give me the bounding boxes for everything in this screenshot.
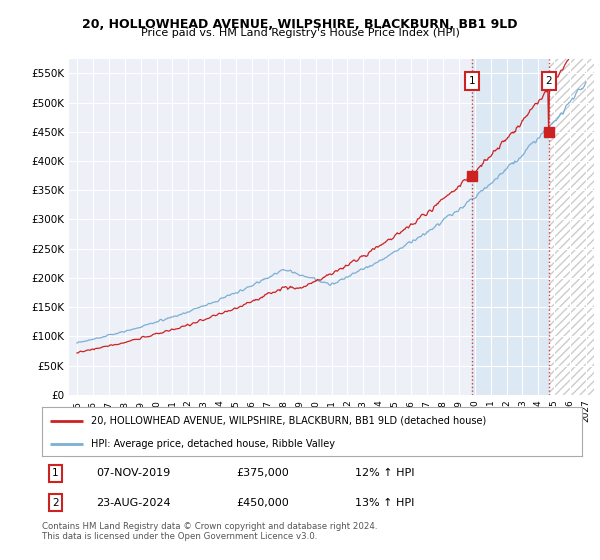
- Text: 13% ↑ HPI: 13% ↑ HPI: [355, 498, 415, 508]
- Text: 1: 1: [52, 468, 59, 478]
- Text: 20, HOLLOWHEAD AVENUE, WILPSHIRE, BLACKBURN, BB1 9LD: 20, HOLLOWHEAD AVENUE, WILPSHIRE, BLACKB…: [82, 18, 518, 31]
- Text: 23-AUG-2024: 23-AUG-2024: [96, 498, 170, 508]
- Text: 2: 2: [52, 498, 59, 508]
- Text: Price paid vs. HM Land Registry's House Price Index (HPI): Price paid vs. HM Land Registry's House …: [140, 28, 460, 38]
- Bar: [472, 59, 548, 395]
- Text: Contains HM Land Registry data © Crown copyright and database right 2024.
This d: Contains HM Land Registry data © Crown c…: [42, 522, 377, 542]
- Text: 20, HOLLOWHEAD AVENUE, WILPSHIRE, BLACKBURN, BB1 9LD (detached house): 20, HOLLOWHEAD AVENUE, WILPSHIRE, BLACKB…: [91, 416, 486, 426]
- Bar: [548, 59, 594, 395]
- Text: HPI: Average price, detached house, Ribble Valley: HPI: Average price, detached house, Ribb…: [91, 439, 335, 449]
- Text: 07-NOV-2019: 07-NOV-2019: [96, 468, 170, 478]
- Text: 1: 1: [469, 76, 476, 86]
- Text: £450,000: £450,000: [236, 498, 289, 508]
- Text: 2: 2: [545, 76, 552, 86]
- Text: 12% ↑ HPI: 12% ↑ HPI: [355, 468, 415, 478]
- Text: £375,000: £375,000: [236, 468, 289, 478]
